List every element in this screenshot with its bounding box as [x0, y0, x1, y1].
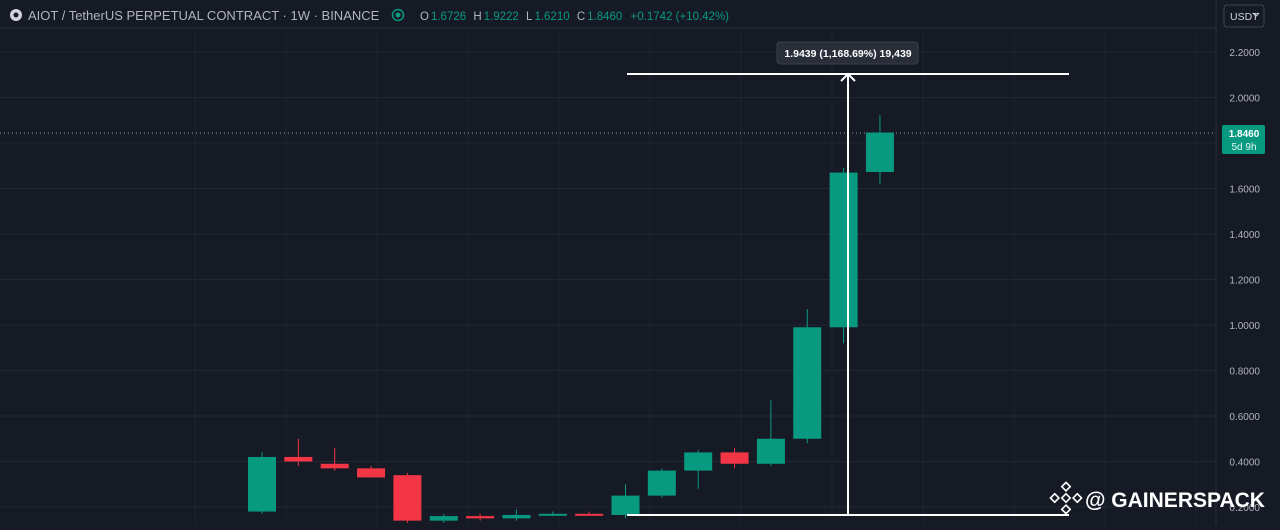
price-badge: 1.8460 5d 9h	[1222, 125, 1265, 154]
binance-logo-icon	[1049, 481, 1083, 515]
candle-body	[393, 475, 422, 521]
market-status-dot	[395, 12, 401, 18]
candle-body	[538, 513, 567, 516]
measure-arrowhead-icon	[840, 72, 856, 82]
candle-body	[320, 463, 349, 469]
candle-body	[756, 438, 785, 464]
open-value: 1.6726	[431, 11, 466, 23]
change-value: +0.1742 (+10.42%)	[631, 11, 730, 23]
candle[interactable]	[284, 438, 313, 467]
watermark: @ GAINERSPACK	[1049, 481, 1265, 515]
currency-button[interactable]: USDT	[1223, 4, 1265, 28]
candle[interactable]	[611, 484, 640, 519]
candle-body	[793, 327, 822, 439]
close-value: 1.8460	[587, 11, 622, 23]
candle-body	[248, 456, 276, 512]
y-tick-label: 2.0000	[1229, 94, 1260, 105]
measure-label-box	[776, 41, 919, 65]
measure-tool[interactable]: 1.9439 (1,168.69%) 19,439	[627, 41, 1069, 516]
candle[interactable]	[647, 468, 676, 498]
candle-body	[429, 516, 458, 521]
measure-label: 1.9439 (1,168.69%) 19,439	[784, 48, 911, 60]
chevron-down-icon	[1252, 12, 1260, 17]
candle-body	[829, 172, 858, 328]
candle[interactable]	[466, 513, 495, 521]
y-tick-label: 2.2000	[1229, 48, 1260, 59]
high-key: H	[473, 11, 481, 23]
y-tick-label: 0.2000	[1229, 503, 1260, 514]
candle[interactable]	[793, 309, 822, 444]
candle[interactable]	[248, 452, 276, 514]
y-tick-label: 1.0000	[1229, 321, 1260, 332]
candle[interactable]	[393, 472, 422, 523]
candles	[248, 115, 894, 523]
candle[interactable]	[865, 115, 894, 184]
low-value: 1.6210	[534, 11, 569, 23]
y-tick-label: 0.6000	[1229, 412, 1260, 423]
low-key: L	[526, 11, 533, 23]
candle[interactable]	[575, 511, 604, 517]
candle[interactable]	[538, 511, 567, 517]
y-tick-label: 1.6000	[1229, 185, 1260, 196]
candle[interactable]	[429, 513, 458, 523]
candle[interactable]	[320, 447, 349, 471]
candle[interactable]	[684, 450, 713, 489]
currency-button-box[interactable]	[1223, 4, 1265, 28]
high-value: 1.9222	[484, 11, 519, 23]
ohlc-readout: O 1.6726 H 1.9222 L 1.6210 C 1.8460 +0.1742 …	[420, 11, 729, 23]
candle-body	[865, 132, 894, 172]
candle-body	[647, 470, 676, 496]
candle-body	[684, 452, 713, 471]
y-tick-label: 0.8000	[1229, 367, 1260, 378]
candle-body	[466, 516, 495, 519]
currency-button-label[interactable]: USDT	[1230, 11, 1259, 23]
candle[interactable]	[357, 466, 386, 478]
price-badge-countdown: 5d 9h	[1231, 142, 1256, 153]
close-key: C	[577, 11, 585, 23]
open-key: O	[420, 11, 429, 23]
watermark-text: @ GAINERSPACK	[1085, 489, 1265, 512]
chart-header: AIOT / TetherUS PERPETUAL CONTRACT · 1W …	[10, 8, 729, 23]
candle-body	[575, 513, 604, 516]
candle[interactable]	[756, 400, 785, 467]
candle-body	[284, 456, 313, 462]
candle[interactable]	[502, 509, 531, 521]
y-tick-label: 0.4000	[1229, 458, 1260, 469]
grid	[0, 27, 1216, 525]
price-axis[interactable]: 2.20002.00001.80001.60001.40001.20001.00…	[1215, 0, 1260, 525]
market-status-icon[interactable]	[391, 8, 405, 22]
price-badge-value: 1.8460	[1229, 129, 1260, 140]
candle-body	[357, 468, 386, 478]
candle-body	[720, 452, 749, 464]
symbol-title[interactable]: AIOT / TetherUS PERPETUAL CONTRACT · 1W …	[28, 8, 380, 23]
symbol-logo-inner	[13, 12, 19, 18]
candle-body	[611, 495, 640, 515]
candle[interactable]	[829, 168, 858, 344]
price-badge-box	[1222, 125, 1265, 154]
y-tick-label: 1.4000	[1229, 230, 1260, 241]
y-tick-label: 1.2000	[1229, 276, 1260, 287]
candle[interactable]	[720, 447, 749, 469]
candle-body	[502, 514, 531, 519]
